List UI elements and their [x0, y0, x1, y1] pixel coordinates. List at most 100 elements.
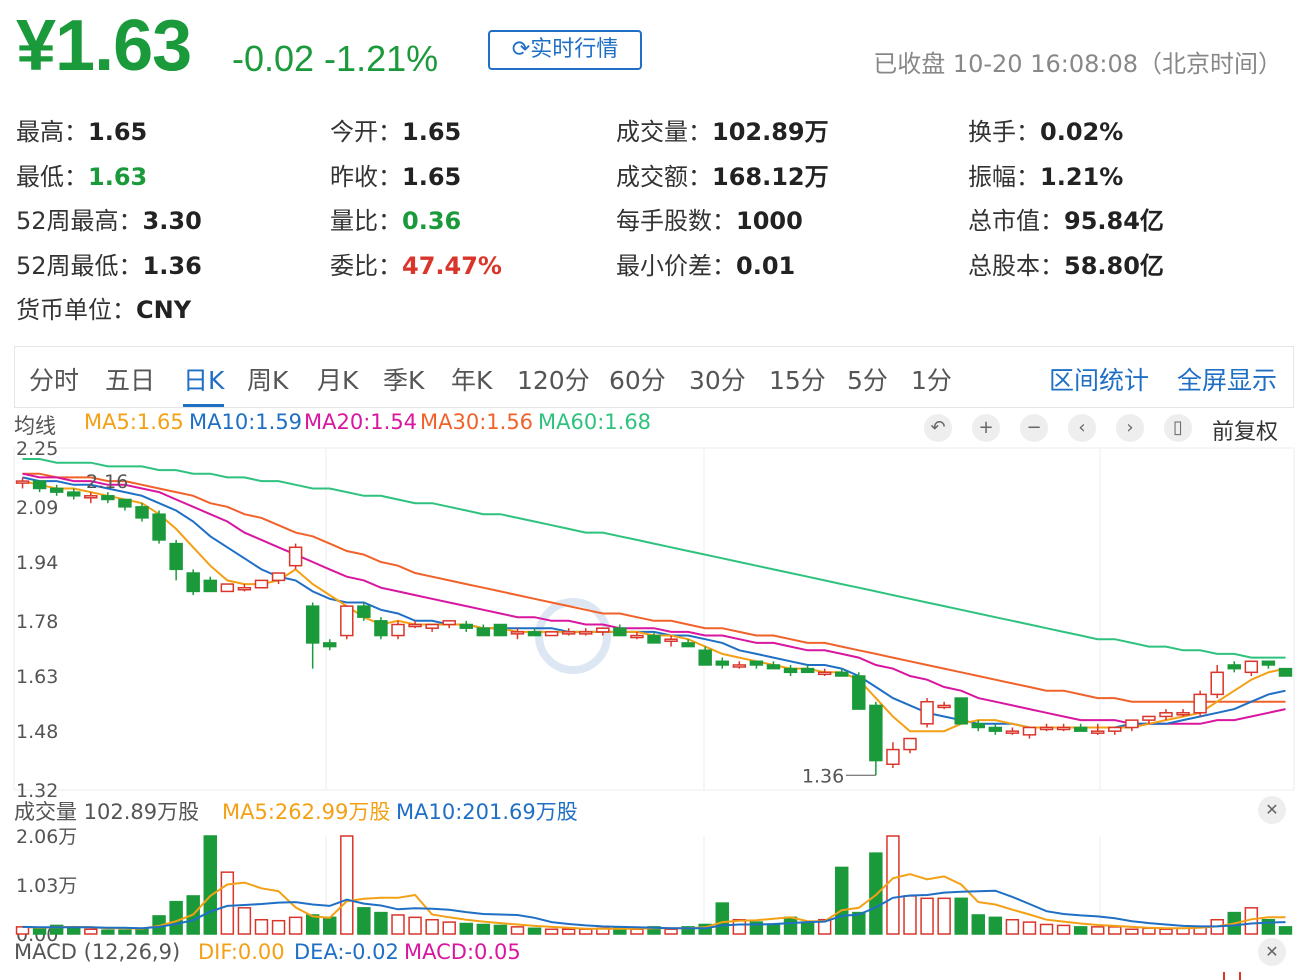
- candle-body: [1108, 726, 1122, 732]
- volume-bar: [493, 924, 508, 935]
- stat-value: 102.89万: [712, 118, 829, 146]
- realtime-label: 实时行情: [530, 37, 619, 62]
- volume-bar: [886, 835, 900, 935]
- candle-body: [766, 664, 781, 670]
- stat-item: 货币单位：CNY: [16, 290, 191, 325]
- volume-bar: [579, 928, 593, 935]
- stat-item: 委比：47.47%: [330, 246, 502, 281]
- tab-11[interactable]: 5分: [847, 366, 888, 395]
- tab-4[interactable]: 月K: [317, 366, 359, 395]
- zoom-in-icon[interactable]: +: [972, 414, 1000, 442]
- range-stats-link[interactable]: 区间统计: [1049, 366, 1150, 395]
- volume-bar: [1005, 918, 1020, 935]
- volume-bar: [783, 916, 798, 935]
- tab-5[interactable]: 季K: [383, 366, 425, 395]
- chevron-left-icon[interactable]: ‹: [1068, 414, 1096, 442]
- ma20-value: MA20:1.54: [304, 410, 418, 434]
- stat-label: 最低：: [16, 162, 88, 191]
- stat-item: 每手股数：1000: [616, 201, 803, 236]
- stat-item: 量比：0.36: [330, 201, 461, 236]
- candle-body: [1193, 693, 1207, 714]
- candle-body: [101, 495, 115, 501]
- volume-bar: [425, 918, 439, 935]
- stat-label: 成交额：: [616, 162, 712, 191]
- tab-8[interactable]: 60分: [609, 366, 666, 395]
- stat-item: 昨收：1.65: [330, 157, 461, 192]
- volume-bar: [766, 923, 781, 935]
- volume-bar: [1125, 928, 1139, 935]
- volume-bar: [1278, 926, 1293, 935]
- volume-bar: [323, 916, 337, 935]
- volume-bar: [1091, 926, 1105, 935]
- candle-body: [169, 542, 183, 571]
- tab-9[interactable]: 30分: [689, 366, 746, 395]
- candle-body: [544, 631, 559, 637]
- candle-body: [903, 737, 917, 751]
- stat-value: CNY: [136, 296, 192, 324]
- macd-value: MACD:0.05: [404, 940, 521, 964]
- candle-body: [323, 642, 337, 648]
- volume-bar: [374, 911, 388, 935]
- close-volume-icon[interactable]: ✕: [1258, 796, 1286, 824]
- volume-bar: [903, 895, 917, 935]
- candle-body: [152, 513, 166, 541]
- candle-body: [305, 605, 320, 644]
- volume-bar: [391, 914, 405, 935]
- stat-label: 52周最高：: [16, 207, 143, 235]
- stat-label: 总市值：: [968, 207, 1064, 235]
- ma-legend-label: 均线: [14, 414, 56, 438]
- candle-body: [271, 572, 286, 582]
- tab-6[interactable]: 年K: [451, 366, 493, 395]
- zoom-out-icon[interactable]: −: [1020, 414, 1048, 442]
- price-axis-label: 1.32: [16, 780, 58, 802]
- tab-12[interactable]: 1分: [911, 366, 952, 395]
- volume-bar: [749, 921, 764, 935]
- tab-3[interactable]: 周K: [247, 366, 289, 395]
- candle-body: [340, 605, 354, 637]
- chevron-right-icon[interactable]: ›: [1116, 414, 1144, 442]
- candle-body: [49, 487, 64, 493]
- candle-body: [732, 664, 747, 668]
- candle-body: [1278, 667, 1293, 677]
- candle-body: [84, 495, 98, 499]
- ma20-line: [22, 472, 1286, 725]
- volume-bar: [715, 902, 729, 935]
- fullscreen-link[interactable]: 全屏显示: [1177, 366, 1278, 395]
- stat-item: 52周最高：3.30: [16, 201, 202, 236]
- ma60-value: MA60:1.68: [538, 410, 652, 434]
- macd-dea: DEA:-0.02: [294, 940, 399, 964]
- high-annotation: 2.16: [86, 471, 128, 493]
- adjust-mode[interactable]: 前复权: [1212, 420, 1279, 445]
- tab-0[interactable]: 分时: [29, 366, 80, 395]
- ma-legend: 均线 MA5:1.65 MA10:1.59 MA20:1.54 MA30:1.5…: [14, 408, 1294, 448]
- candle-body: [459, 623, 473, 629]
- volume-bar: [971, 914, 985, 935]
- stat-value: 1.65: [402, 162, 462, 191]
- tab-7[interactable]: 120分: [517, 366, 590, 395]
- candle-body: [1210, 671, 1224, 696]
- close-macd-icon[interactable]: ✕: [1258, 938, 1286, 966]
- price-axis-label: 2.09: [16, 497, 58, 519]
- tab-2[interactable]: 日K: [183, 361, 225, 407]
- stat-item: 总股本：58.80亿: [968, 246, 1164, 281]
- candle-body: [1159, 712, 1173, 718]
- stat-value: 1.21%: [1040, 162, 1124, 191]
- undo-icon[interactable]: ↶: [924, 414, 952, 442]
- ma30-line: [22, 472, 1286, 703]
- candle-body: [749, 660, 764, 666]
- candle-body: [698, 649, 712, 666]
- ma10-value: MA10:1.59: [189, 410, 303, 434]
- realtime-quote-button[interactable]: ⟳实时行情: [488, 30, 642, 70]
- tab-1[interactable]: 五日: [105, 366, 156, 395]
- candle-type-icon[interactable]: ▯: [1164, 414, 1192, 442]
- candle-body: [425, 623, 439, 629]
- volume-bar: [118, 929, 132, 935]
- candle-body: [527, 631, 542, 637]
- stat-value: 1.36: [142, 251, 202, 280]
- volume-ma10: MA10:201.69万股: [396, 800, 578, 824]
- tab-10[interactable]: 15分: [769, 366, 826, 395]
- volume-bar: [1142, 927, 1156, 935]
- volume-bar: [32, 928, 47, 935]
- stat-item: 52周最低：1.36: [16, 246, 202, 281]
